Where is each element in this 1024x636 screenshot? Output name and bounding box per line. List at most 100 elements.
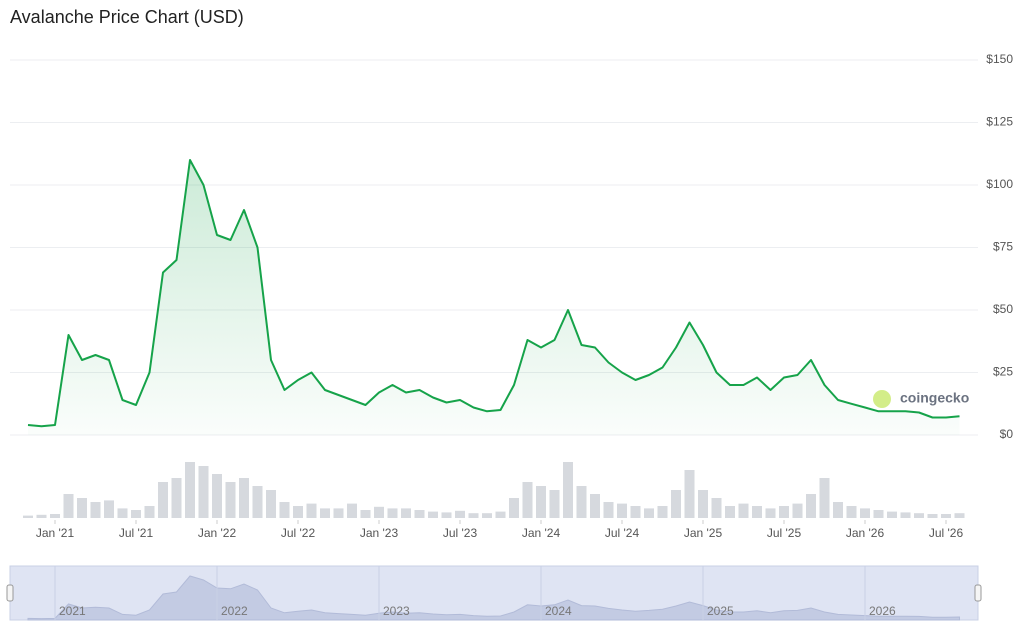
volume-bar [428,511,438,518]
price-area [28,160,960,435]
y-tick-label: $0 [1000,427,1014,441]
volume-bar [293,506,303,518]
volume-bar [954,513,965,518]
y-tick-label: $100 [986,177,1013,191]
volume-bar [414,510,425,518]
x-tick-label: Jul '24 [605,526,640,540]
volume-bar [765,508,776,518]
volume-bar [50,514,60,518]
volume-bar [495,511,506,518]
volume-bar [927,514,938,518]
volume-bar [792,503,803,518]
volume-bar [468,513,479,518]
chart-title: Avalanche Price Chart (USD) [10,7,244,27]
volume-bar [279,502,290,518]
x-tick-label: Jan '23 [360,526,399,540]
volume-bar [684,470,695,518]
y-tick-label: $25 [993,365,1013,379]
volume-bar [563,462,573,518]
volume-bar [617,503,627,518]
x-tick-label: Jan '22 [198,526,237,540]
volume-bar [576,486,587,518]
volume-bar [549,490,560,518]
volume-bar [144,506,155,518]
volume-bar [657,506,668,518]
volume-bar [239,478,249,518]
navigator-tick-label: 2022 [221,604,248,618]
volume-bar [158,482,168,518]
volume-bar [77,498,87,518]
volume-bar [590,494,600,518]
navigator-handle[interactable] [6,584,14,602]
x-tick-label: Jul '21 [119,526,154,540]
volume-bar [104,500,114,518]
y-tick-label: $150 [986,52,1013,66]
volume-bar [441,512,452,518]
navigator-tick-label: 2024 [545,604,572,618]
volume-bar [63,494,74,518]
volume-bar [630,506,641,518]
volume-bar [482,513,492,518]
y-tick-label: $50 [993,302,1013,316]
volume-bar [914,513,924,518]
x-tick-label: Jan '25 [684,526,723,540]
volume-bar [738,503,749,518]
navigator-area [27,575,960,621]
price-line [27,159,960,428]
volume-bar [860,508,870,518]
x-tick-label: Jul '22 [281,526,316,540]
volume-bar [819,478,830,518]
volume-bar [846,506,857,518]
volume-bar [833,502,843,518]
x-tick-label: Jul '26 [929,526,964,540]
volume-bar [698,490,708,518]
y-tick-label: $125 [986,115,1013,129]
volume-bar [347,503,357,518]
navigator-tick-label: 2023 [383,604,410,618]
volume-bar [198,466,209,518]
volume-bar [522,482,533,518]
volume-bar [266,490,276,518]
volume-bar [212,474,222,518]
volume-bar [401,508,411,518]
volume-bar [387,508,398,518]
x-tick-label: Jan '21 [36,526,75,540]
volume-bar [509,498,519,518]
volume-bar [90,502,101,518]
volume-bar [806,494,816,518]
volume-bar [374,506,384,518]
volume-bar [455,510,465,518]
volume-bar [36,514,47,518]
volume-bar [225,482,236,518]
volume-bar [941,514,951,518]
volume-bar [320,508,330,518]
volume-bar [23,515,33,518]
volume-bar [779,506,789,518]
volume-bar [873,510,884,518]
volume-bar [725,506,735,518]
volume-bar [117,508,128,518]
x-tick-label: Jul '23 [443,526,478,540]
volume-bar [603,502,614,518]
navigator-handle[interactable] [974,584,982,602]
volume-bar [644,508,654,518]
volume-bar [536,486,546,518]
x-tick-label: Jan '24 [522,526,561,540]
y-tick-label: $75 [993,240,1013,254]
volume-bar [333,508,344,518]
volume-bar [671,490,681,518]
x-tick-label: Jul '25 [767,526,802,540]
navigator-tick-label: 2026 [869,604,896,618]
volume-bar [752,506,762,518]
volume-bar [887,511,897,518]
volume-bar [185,462,195,518]
volume-bar [306,503,317,518]
x-tick-label: Jan '26 [846,526,885,540]
navigator-tick-label: 2021 [59,604,86,618]
watermark-logo [873,390,891,408]
watermark: coingecko [900,390,969,406]
volume-bar [131,510,141,518]
volume-bar [900,512,911,518]
volume-bar [711,498,722,518]
